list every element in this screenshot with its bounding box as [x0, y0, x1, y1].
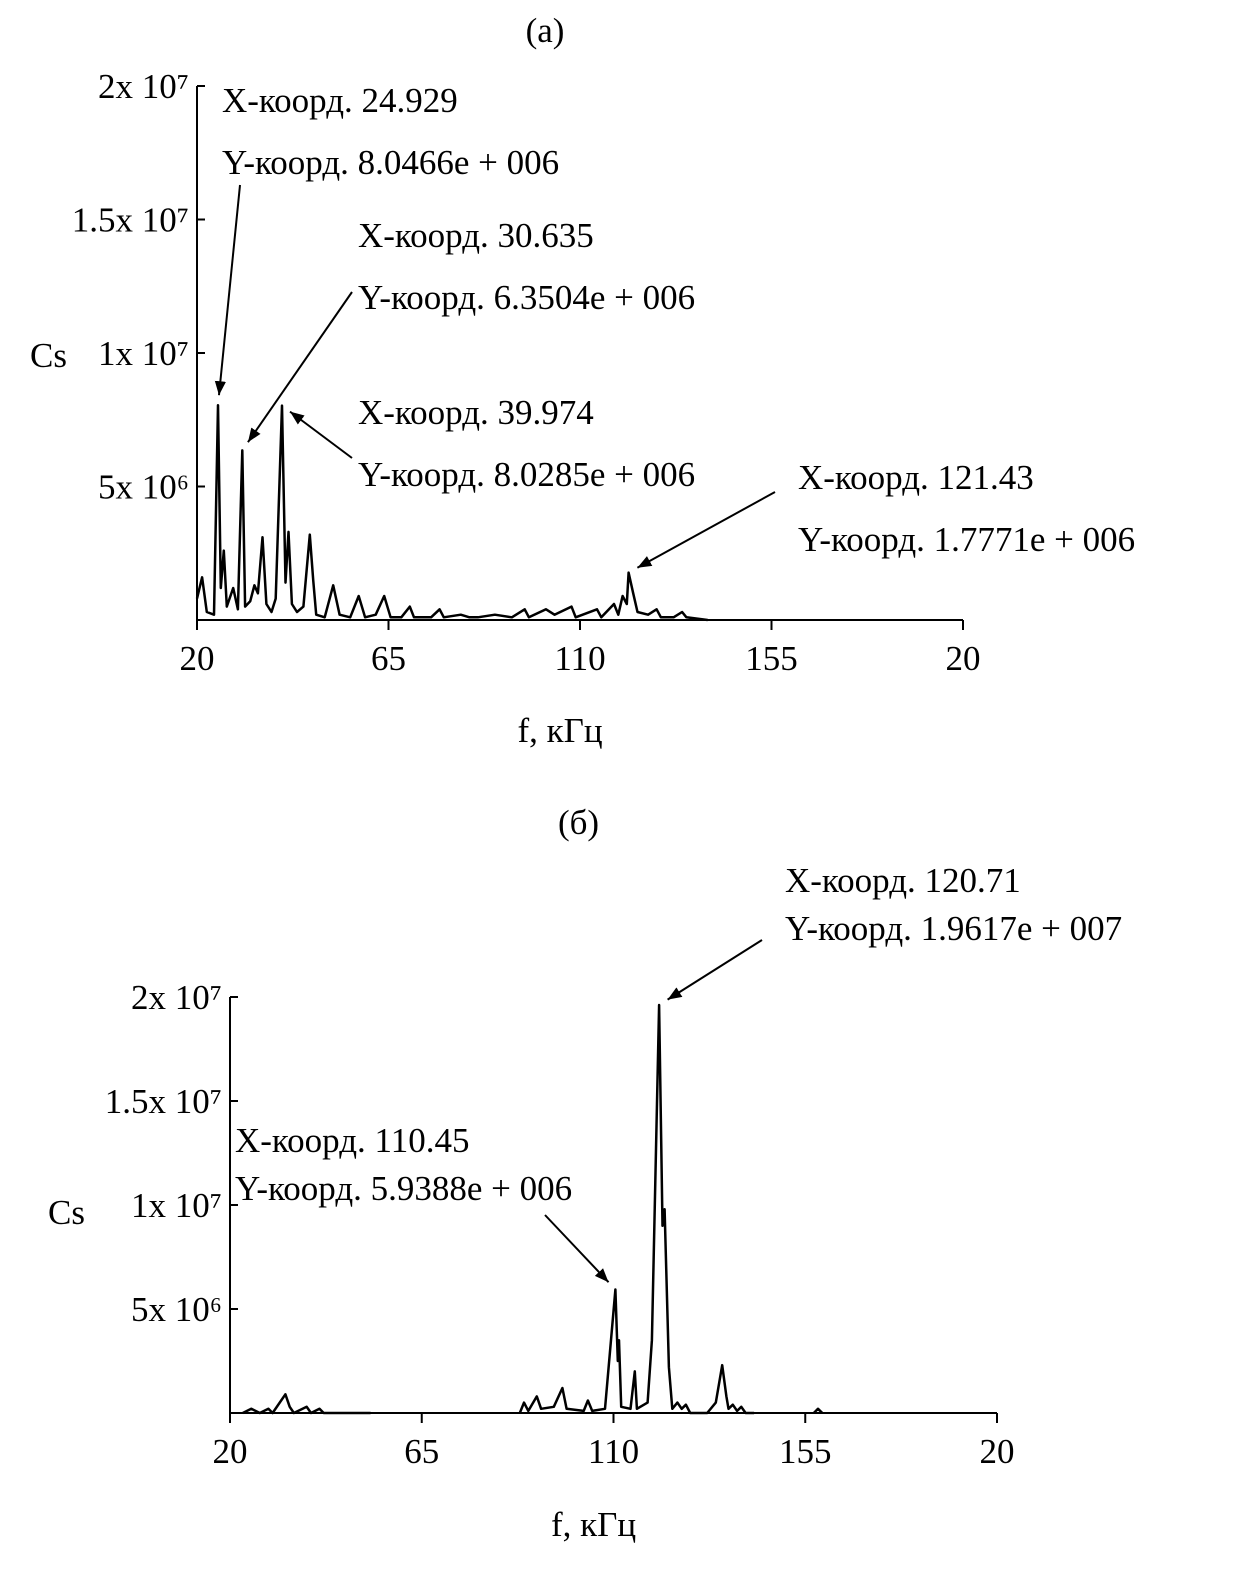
- y-tick-label: 2x 10⁷: [131, 978, 222, 1017]
- x-tick-label: 110: [554, 639, 605, 678]
- x-tick-label: 65: [371, 639, 406, 678]
- y-axis-label: Cs: [48, 1193, 85, 1232]
- x-tick-label: 20: [980, 1432, 1015, 1471]
- y-tick-label: 1x 10⁷: [131, 1186, 222, 1225]
- y-tick-label: 1x 10⁷: [98, 334, 189, 373]
- annotation-text: X-коорд. 24.929: [222, 81, 458, 120]
- x-axis-label: f, кГц: [551, 1505, 636, 1544]
- annotation-text: Y-коорд. 8.0466e + 006: [222, 143, 559, 182]
- annotation-arrow: [544, 1214, 610, 1283]
- annotation-arrow: [214, 184, 241, 396]
- x-tick-label: 110: [588, 1432, 639, 1471]
- x-tick-label: 155: [779, 1432, 832, 1471]
- x-axis-label: f, кГц: [517, 711, 602, 750]
- annotation-text: X-коорд. 121.43: [798, 458, 1034, 497]
- x-tick-label: 20: [946, 639, 981, 678]
- y-tick-label: 5x 10⁶: [98, 468, 189, 507]
- annotation-text: X-коорд. 39.974: [358, 393, 594, 432]
- x-tick-label: 20: [180, 639, 215, 678]
- annotation-arrow: [289, 410, 353, 459]
- annotation-text: X-коорд. 30.635: [358, 216, 594, 255]
- x-tick-label: 65: [404, 1432, 439, 1471]
- x-tick-label: 155: [745, 639, 798, 678]
- data-line: [242, 1003, 824, 1415]
- annotation-text: Y-коорд. 8.0285e + 006: [358, 455, 695, 494]
- y-tick-label: 1.5x 10⁷: [72, 201, 189, 240]
- y-axis-label: Cs: [30, 336, 67, 375]
- annotation-arrow: [636, 491, 776, 569]
- x-tick-label: 20: [213, 1432, 248, 1471]
- annotation-arrow: [247, 291, 353, 443]
- y-tick-label: 2x 10⁷: [98, 67, 189, 106]
- data-line: [195, 403, 708, 622]
- annotation-text: Y-коорд. 6.3504e + 006: [358, 278, 695, 317]
- chart-title: (a): [526, 11, 565, 50]
- annotation-text: Y-коорд. 1.9617e + 007: [785, 909, 1122, 948]
- annotation-text: X-коорд. 120.71: [785, 861, 1021, 900]
- annotation-text: Y-коорд. 1.7771e + 006: [798, 520, 1135, 559]
- y-tick-label: 1.5x 10⁷: [105, 1082, 222, 1121]
- annotation-text: X-коорд. 110.45: [235, 1121, 469, 1160]
- annotation-arrow: [667, 939, 763, 1001]
- chart-title: (б): [558, 803, 599, 842]
- annotation-text: Y-коорд. 5.9388e + 006: [235, 1169, 572, 1208]
- y-tick-label: 5x 10⁶: [131, 1290, 222, 1329]
